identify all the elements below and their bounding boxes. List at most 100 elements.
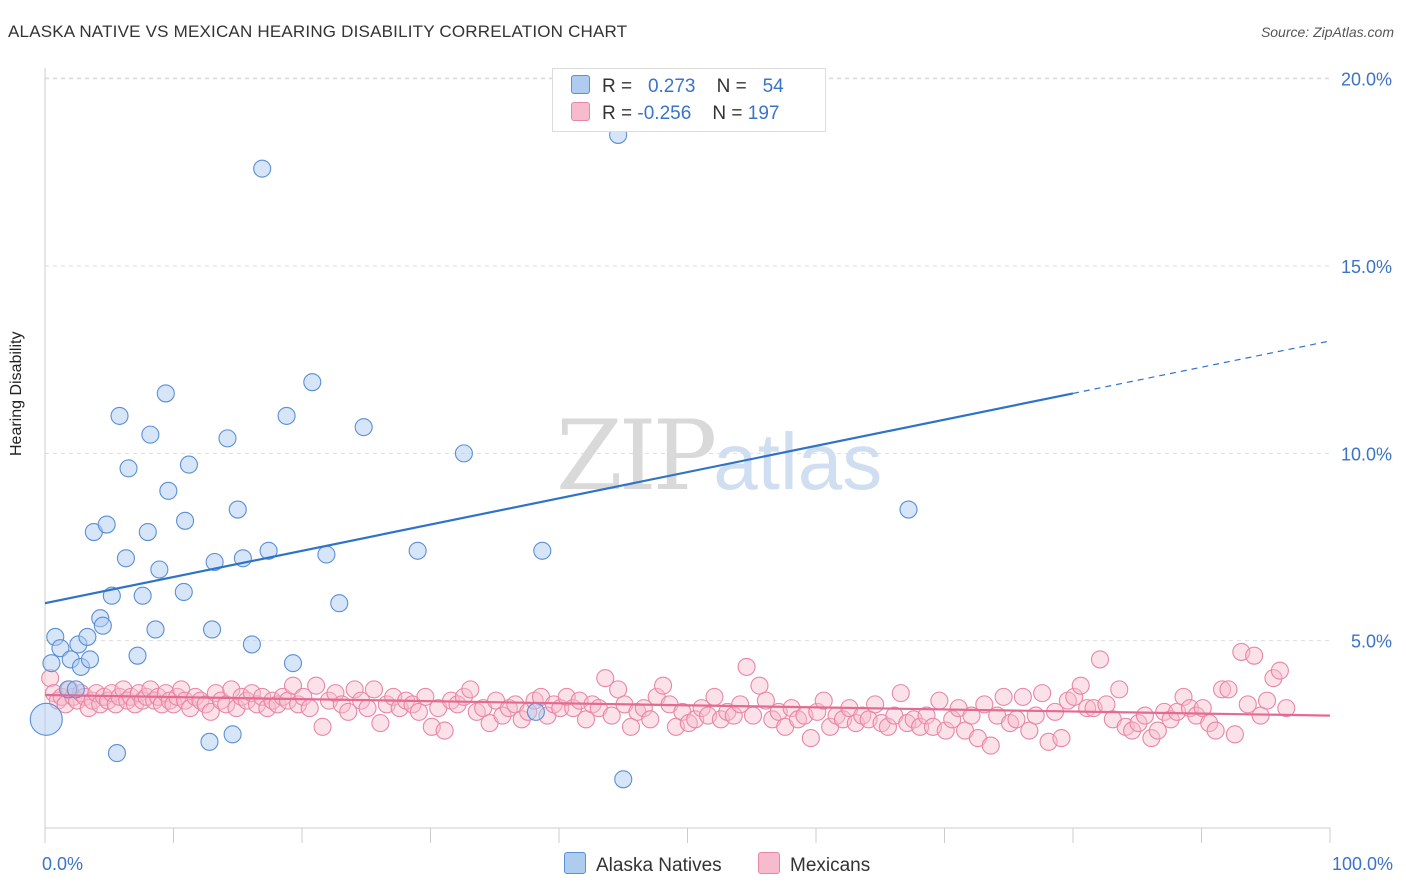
alaska-point	[228, 500, 247, 519]
alaska-point	[116, 549, 136, 568]
mexican-point	[493, 706, 512, 725]
alaska-trend-extension	[1072, 340, 1331, 395]
stats-legend: R = 0.273 N = 54 R = -0.256 N = 197	[552, 68, 826, 132]
alaska-point	[128, 646, 147, 665]
x-tick-label-min: 0.0%	[42, 854, 83, 874]
mexican-point	[692, 699, 711, 718]
mexican-point	[975, 695, 994, 714]
mexican-n-label: N =	[712, 103, 743, 124]
mexican-point	[866, 695, 885, 714]
alaska-point	[78, 627, 97, 646]
mexican-point	[283, 676, 303, 695]
mexican-point	[1090, 650, 1110, 669]
mexican-point	[1219, 680, 1238, 699]
mexican-point	[878, 717, 898, 736]
mexican-point	[731, 695, 750, 714]
alaska-point	[303, 373, 322, 392]
alaska-point	[203, 620, 222, 639]
alaska-point	[93, 616, 112, 635]
alaska-r-value: 0.273	[647, 76, 696, 97]
mexican-point	[141, 680, 160, 699]
mexican-point	[1065, 687, 1084, 706]
mexican-point	[936, 721, 955, 740]
alaska-point	[97, 515, 116, 534]
mexican-point	[435, 721, 454, 740]
mexican-point	[313, 717, 332, 736]
y-tick-label: 10.0%	[1341, 444, 1392, 464]
mexican-point	[1148, 721, 1167, 740]
mexican-n-value: 197	[747, 103, 780, 124]
mexican-point	[1213, 680, 1232, 699]
mexican-point	[814, 691, 833, 710]
alaska-point	[526, 702, 545, 721]
mexican-point	[1129, 714, 1148, 733]
mexican-point	[41, 669, 60, 688]
mexican-point	[409, 702, 428, 721]
alaska-trend-line	[44, 392, 1074, 605]
alaska-point	[119, 459, 138, 478]
mexican-point	[1193, 699, 1212, 718]
alaska-swatch	[571, 75, 590, 94]
x-tick-label-max: 100.0%	[1332, 854, 1393, 874]
mexican-point	[461, 680, 480, 699]
legend-item-mexican[interactable]: Mexicans	[758, 852, 870, 877]
mexican-point	[1071, 676, 1090, 695]
mexican-point	[253, 687, 272, 706]
alaska-point	[259, 541, 278, 560]
alaska-point	[223, 725, 242, 744]
mexican-point	[654, 676, 673, 695]
mexican-point	[1270, 661, 1289, 680]
alaska-point	[107, 744, 127, 763]
source-label: Source: ZipAtlas.com	[1260, 24, 1394, 40]
mexican-point	[114, 680, 133, 699]
alaska-point	[454, 444, 473, 463]
mexican-trend-line	[44, 693, 1331, 717]
alaska-point	[277, 406, 296, 425]
mexican-point	[705, 687, 724, 706]
mexican-point	[1142, 729, 1161, 748]
alaska-point	[66, 680, 85, 699]
mexican-swatch	[571, 102, 590, 121]
mexican-point	[1110, 680, 1129, 699]
mexican-point	[294, 687, 313, 706]
alaska-legend-swatch	[564, 852, 586, 874]
mexican-r-value: -0.256	[637, 103, 692, 124]
alaska-point	[408, 541, 427, 560]
mexican-point	[750, 676, 769, 695]
alaska-point	[150, 560, 169, 579]
alaska-point	[253, 159, 272, 178]
mexican-point	[609, 680, 628, 699]
mexican-point	[943, 710, 962, 729]
mexican-point	[962, 706, 981, 725]
mexican-point	[1264, 669, 1283, 688]
mexican-r-label: R =	[602, 103, 633, 124]
alaska-point	[80, 650, 100, 669]
mexican-point	[300, 699, 319, 718]
alaska-legend-label: Alaska Natives	[596, 855, 722, 876]
mexican-point	[1013, 687, 1032, 706]
mexican-point	[339, 702, 358, 721]
mexican-point	[1020, 721, 1039, 740]
mexican-point	[756, 691, 775, 710]
mexican-point	[994, 687, 1013, 706]
mexican-point	[1135, 706, 1155, 725]
mexican-point	[201, 702, 220, 721]
alaska-point	[138, 522, 157, 542]
mexican-point	[512, 710, 531, 729]
mexican-point	[743, 706, 763, 725]
mexican-point	[1026, 706, 1045, 725]
mexican-point	[596, 669, 615, 688]
mexican-point	[641, 710, 660, 729]
alaska-point	[174, 582, 193, 602]
mexican-point	[621, 717, 641, 736]
legend-item-alaska[interactable]: Alaska Natives	[564, 852, 722, 877]
mexican-legend-swatch	[758, 852, 780, 874]
mexican-point	[307, 676, 326, 695]
mexican-point	[371, 714, 390, 733]
y-tick-label: 20.0%	[1341, 70, 1392, 90]
mexican-point	[1123, 721, 1142, 740]
mexican-point	[326, 684, 345, 703]
mexican-point	[981, 736, 1000, 755]
mexican-point	[1174, 687, 1193, 706]
